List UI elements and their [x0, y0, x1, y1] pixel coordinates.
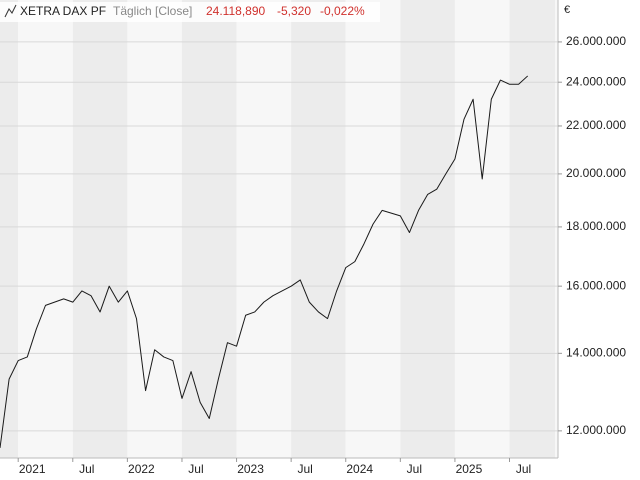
- last-close: 24.118,890: [206, 4, 265, 18]
- bands: [0, 0, 558, 458]
- y-tick-label: 24.000.000: [566, 74, 626, 88]
- x-tick-label: Jul: [516, 462, 531, 476]
- y-tick-label: 14.000.000: [566, 346, 626, 360]
- band: [181, 0, 237, 458]
- x-tick-label: Jul: [79, 462, 94, 476]
- band: [18, 0, 73, 458]
- band: [509, 0, 555, 458]
- y-tick-label: 16.000.000: [566, 278, 626, 292]
- band: [0, 0, 19, 458]
- x-tick-label: 2023: [237, 462, 264, 476]
- band: [291, 0, 346, 458]
- band: [72, 0, 128, 458]
- x-tick-label: 2024: [346, 462, 373, 476]
- x-tick-label: 2022: [128, 462, 155, 476]
- band: [236, 0, 292, 458]
- change: -5,320: [277, 4, 311, 18]
- band: [345, 0, 401, 458]
- band: [400, 0, 455, 458]
- grid: [0, 41, 558, 432]
- y-tick-label: 12.000.000: [566, 423, 626, 437]
- band: [127, 0, 182, 458]
- x-tick-label: Jul: [297, 462, 312, 476]
- y-unit: €: [564, 4, 570, 16]
- y-tick-label: 22.000.000: [566, 118, 626, 132]
- x-tick-label: 2025: [456, 462, 483, 476]
- band: [555, 0, 558, 458]
- x-tick-label: 2021: [19, 462, 46, 476]
- y-tick-label: 18.000.000: [566, 219, 626, 233]
- change-percent: -0,022%: [320, 4, 365, 18]
- chart-title: XETRA DAX PF: [20, 4, 106, 18]
- x-tick-label: Jul: [407, 462, 422, 476]
- chart-subtitle: Täglich [Close]: [113, 4, 192, 18]
- plot: [0, 75, 529, 448]
- x-tick-label: Jul: [188, 462, 203, 476]
- y-tick-label: 26.000.000: [566, 34, 626, 48]
- price-line: [0, 75, 529, 448]
- header-bg: [0, 2, 380, 22]
- band: [454, 0, 510, 458]
- y-tick-label: 20.000.000: [566, 166, 626, 180]
- line-icon: [4, 4, 17, 18]
